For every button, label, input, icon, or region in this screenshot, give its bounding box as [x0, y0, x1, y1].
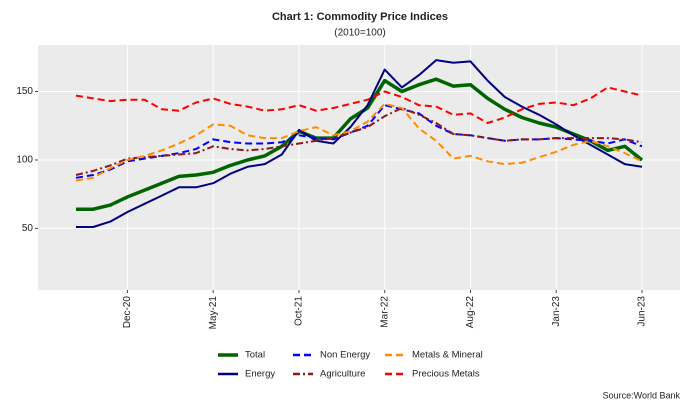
y-tick-label: 50	[22, 223, 34, 234]
x-tick-label: May-21	[208, 296, 219, 330]
y-tick-label: 150	[16, 86, 33, 97]
legend-label: Agriculture	[320, 369, 365, 380]
series-line	[75, 86, 643, 124]
legend-label: Energy	[245, 369, 275, 380]
series-line	[76, 59, 643, 228]
legend-label: Total	[245, 350, 265, 361]
source-note: Source:World Bank	[603, 390, 681, 400]
series-line	[75, 102, 643, 182]
plot-area	[38, 45, 680, 290]
x-tick-label: Mar-22	[379, 296, 390, 328]
y-tick-label: 100	[16, 155, 33, 166]
series-line	[75, 107, 643, 176]
chart-title: Chart 1: Commodity Price Indices	[272, 11, 448, 23]
chart-subtitle: (2010=100)	[334, 28, 385, 39]
x-tick-label: Jan-23	[551, 296, 562, 327]
series-line	[76, 77, 644, 211]
x-tick-label: Dec-20	[122, 296, 133, 329]
legend-label: Metals & Mineral	[412, 350, 483, 361]
legend-label: Non Energy	[320, 350, 370, 361]
x-tick-label: Aug-22	[465, 296, 476, 329]
x-tick-label: Jun-23	[637, 296, 648, 327]
x-tick-label: Oct-21	[294, 296, 305, 326]
legend-label: Precious Metals	[412, 369, 480, 380]
